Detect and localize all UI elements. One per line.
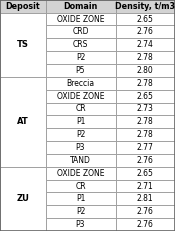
- Text: ZU: ZU: [16, 194, 29, 203]
- Bar: [116, 218, 175, 231]
- Text: P2: P2: [76, 207, 85, 216]
- Text: 2.78: 2.78: [137, 53, 154, 62]
- Text: TAND: TAND: [70, 156, 91, 165]
- Text: 2.78: 2.78: [137, 117, 154, 126]
- Text: CRD: CRD: [72, 27, 89, 36]
- Text: 2.80: 2.80: [137, 66, 154, 75]
- Text: 2.76: 2.76: [137, 156, 154, 165]
- Text: P5: P5: [76, 66, 85, 75]
- Bar: [116, 116, 175, 128]
- Bar: [46, 0, 116, 13]
- Text: AT: AT: [17, 117, 29, 126]
- Bar: [46, 103, 116, 116]
- Text: 2.77: 2.77: [137, 143, 154, 152]
- Bar: [46, 13, 116, 25]
- Text: 2.73: 2.73: [137, 104, 154, 113]
- Text: P1: P1: [76, 194, 85, 203]
- Bar: [116, 205, 175, 218]
- Text: Domain: Domain: [63, 2, 98, 11]
- Bar: [46, 218, 116, 231]
- Bar: [116, 103, 175, 116]
- Bar: [46, 180, 116, 192]
- Text: 2.65: 2.65: [137, 169, 154, 178]
- Bar: [116, 128, 175, 141]
- Bar: [46, 25, 116, 38]
- Bar: [0, 77, 46, 167]
- Bar: [46, 205, 116, 218]
- Text: 2.65: 2.65: [137, 15, 154, 24]
- Bar: [46, 116, 116, 128]
- Bar: [0, 167, 46, 231]
- Text: CRS: CRS: [73, 40, 88, 49]
- Bar: [46, 192, 116, 205]
- Text: Density, t/m3: Density, t/m3: [115, 2, 175, 11]
- Text: Breccia: Breccia: [66, 79, 94, 88]
- Bar: [46, 154, 116, 167]
- Bar: [116, 167, 175, 180]
- Bar: [46, 38, 116, 51]
- Bar: [0, 13, 46, 77]
- Bar: [46, 141, 116, 154]
- Text: Deposit: Deposit: [5, 2, 40, 11]
- Bar: [116, 90, 175, 103]
- Text: CR: CR: [75, 104, 86, 113]
- Bar: [116, 64, 175, 77]
- Text: CR: CR: [75, 182, 86, 191]
- Bar: [46, 90, 116, 103]
- Text: P3: P3: [76, 220, 85, 229]
- Text: 2.71: 2.71: [137, 182, 154, 191]
- Bar: [46, 77, 116, 90]
- Bar: [116, 154, 175, 167]
- Bar: [116, 25, 175, 38]
- Text: P2: P2: [76, 130, 85, 139]
- Bar: [46, 64, 116, 77]
- Text: OXIDE ZONE: OXIDE ZONE: [57, 15, 104, 24]
- Text: OXIDE ZONE: OXIDE ZONE: [57, 169, 104, 178]
- Text: P1: P1: [76, 117, 85, 126]
- Text: 2.76: 2.76: [137, 207, 154, 216]
- Text: P2: P2: [76, 53, 85, 62]
- Bar: [116, 192, 175, 205]
- Text: 2.78: 2.78: [137, 130, 154, 139]
- Bar: [116, 180, 175, 192]
- Bar: [116, 77, 175, 90]
- Bar: [116, 13, 175, 25]
- Bar: [116, 38, 175, 51]
- Bar: [116, 0, 175, 13]
- Bar: [116, 141, 175, 154]
- Bar: [46, 128, 116, 141]
- Bar: [0, 0, 46, 13]
- Text: 2.81: 2.81: [137, 194, 154, 203]
- Text: OXIDE ZONE: OXIDE ZONE: [57, 92, 104, 101]
- Text: TS: TS: [17, 40, 29, 49]
- Text: 2.78: 2.78: [137, 79, 154, 88]
- Text: 2.74: 2.74: [137, 40, 154, 49]
- Text: 2.76: 2.76: [137, 27, 154, 36]
- Text: 2.76: 2.76: [137, 220, 154, 229]
- Text: P3: P3: [76, 143, 85, 152]
- Bar: [116, 51, 175, 64]
- Bar: [46, 167, 116, 180]
- Bar: [46, 51, 116, 64]
- Text: 2.65: 2.65: [137, 92, 154, 101]
